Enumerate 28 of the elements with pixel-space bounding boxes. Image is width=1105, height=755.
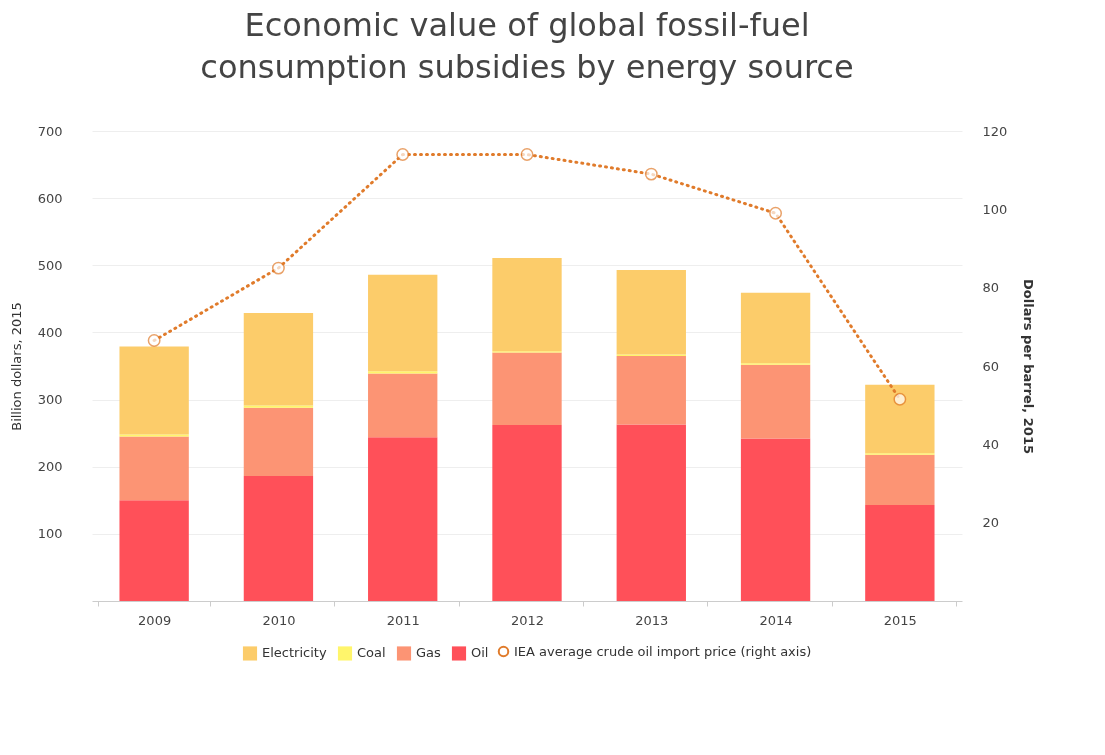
y-tick-label: 300 bbox=[37, 392, 63, 408]
y2-tick-label: 40 bbox=[982, 436, 1000, 452]
y-tick-label: 400 bbox=[37, 324, 63, 340]
x-tick-label: 2013 bbox=[635, 612, 669, 628]
x-tick-label: 2009 bbox=[138, 612, 172, 628]
y2-tick-label: 100 bbox=[982, 201, 1008, 217]
y2-axis-title: Dollars per barrel, 2015 bbox=[1021, 279, 1037, 454]
legend-label: Gas bbox=[416, 645, 442, 661]
x-tick-label: 2012 bbox=[510, 612, 545, 628]
x-tick-label: 2014 bbox=[759, 612, 793, 628]
legend-label: Oil bbox=[471, 645, 489, 661]
y2-tick-label: 80 bbox=[982, 280, 1000, 296]
y2-tick-label: 60 bbox=[982, 358, 1000, 374]
y-axis-title: Billion dollars, 2015 bbox=[8, 302, 24, 431]
y-tick-label: 600 bbox=[37, 190, 63, 206]
x-tick-label: 2011 bbox=[386, 612, 420, 628]
x-tick-label: 2010 bbox=[262, 612, 296, 628]
legend-label: IEA average crude oil import price (right axis) bbox=[514, 643, 812, 659]
y-tick-label: 500 bbox=[37, 257, 63, 273]
legend-label: Coal bbox=[357, 645, 386, 661]
y-tick-label: 700 bbox=[37, 123, 63, 139]
x-tick-label: 2015 bbox=[883, 612, 917, 628]
y2-tick-label: 20 bbox=[982, 515, 1000, 531]
y-tick-label: 200 bbox=[37, 459, 63, 475]
y2-tick-label: 120 bbox=[982, 123, 1008, 139]
y-tick-label: 100 bbox=[37, 526, 63, 542]
chart-title: Economic value of global fossil-fuel consumption subsidies by energy source bbox=[200, 6, 854, 86]
legend-label: Electricity bbox=[262, 645, 327, 661]
